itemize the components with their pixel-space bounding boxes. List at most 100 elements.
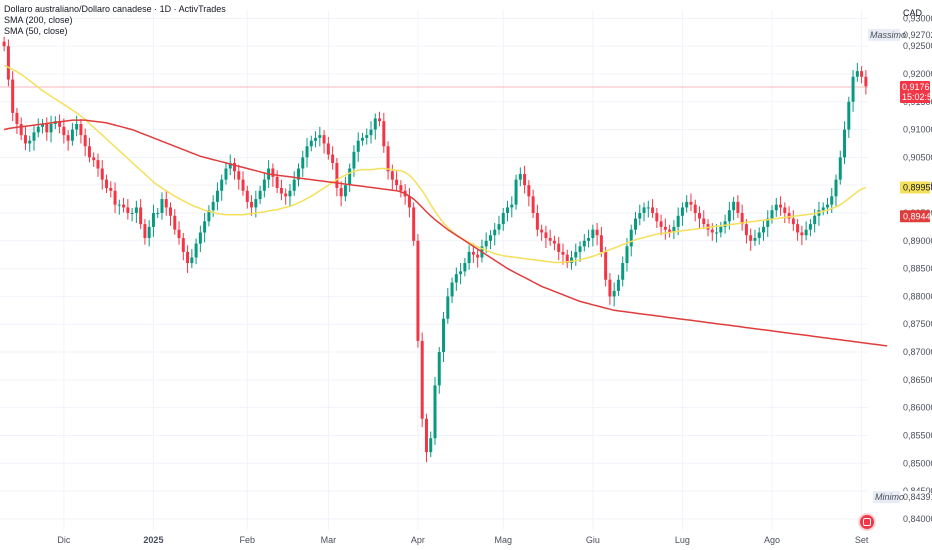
candle-body[interactable] bbox=[147, 226, 151, 239]
candle-body[interactable] bbox=[207, 210, 211, 222]
candle-body[interactable] bbox=[800, 232, 804, 236]
candle-body[interactable] bbox=[454, 274, 458, 283]
candle-body[interactable] bbox=[753, 238, 757, 241]
candle-body[interactable] bbox=[134, 207, 138, 213]
candle-body[interactable] bbox=[228, 162, 232, 169]
candle-body[interactable] bbox=[386, 146, 390, 172]
candle-body[interactable] bbox=[412, 207, 416, 241]
candle-body[interactable] bbox=[186, 251, 190, 264]
candle-body[interactable] bbox=[164, 199, 168, 208]
candle-body[interactable] bbox=[484, 240, 488, 247]
candle-body[interactable] bbox=[378, 118, 382, 122]
candle-body[interactable] bbox=[105, 179, 109, 188]
candle-body[interactable] bbox=[847, 101, 851, 130]
candle-body[interactable] bbox=[373, 118, 377, 130]
candle-body[interactable] bbox=[284, 193, 288, 197]
candle-body[interactable] bbox=[224, 168, 228, 180]
candle-body[interactable] bbox=[761, 226, 765, 233]
candle-body[interactable] bbox=[437, 352, 441, 386]
candle-body[interactable] bbox=[271, 168, 275, 177]
candle-body[interactable] bbox=[220, 179, 224, 191]
candle-body[interactable] bbox=[689, 201, 693, 205]
candle-body[interactable] bbox=[420, 340, 424, 419]
candle-body[interactable] bbox=[659, 221, 663, 227]
candle-body[interactable] bbox=[646, 207, 650, 209]
candle-body[interactable] bbox=[565, 254, 569, 264]
candle-body[interactable] bbox=[497, 224, 501, 230]
sma50-line[interactable] bbox=[3, 64, 867, 264]
candle-body[interactable] bbox=[339, 187, 343, 197]
candle-body[interactable] bbox=[424, 418, 428, 453]
candle-body[interactable] bbox=[215, 190, 219, 202]
candle-body[interactable] bbox=[544, 232, 548, 239]
candle-body[interactable] bbox=[2, 41, 6, 47]
candle-body[interactable] bbox=[335, 162, 339, 188]
candle-body[interactable] bbox=[279, 187, 283, 194]
candle-body[interactable] bbox=[117, 204, 121, 206]
candle-body[interactable] bbox=[591, 229, 595, 239]
candle-body[interactable] bbox=[552, 240, 556, 244]
candle-body[interactable] bbox=[143, 224, 147, 239]
candle-body[interactable] bbox=[651, 207, 655, 213]
candle-body[interactable] bbox=[493, 229, 497, 236]
candle-body[interactable] bbox=[527, 185, 531, 197]
candle-body[interactable] bbox=[301, 157, 305, 169]
candle-body[interactable] bbox=[365, 135, 369, 138]
candle-body[interactable] bbox=[510, 204, 514, 208]
candle-body[interactable] bbox=[262, 179, 266, 191]
candle-body[interactable] bbox=[676, 215, 680, 227]
candle-body[interactable] bbox=[203, 221, 207, 233]
candle-body[interactable] bbox=[258, 190, 262, 200]
candle-body[interactable] bbox=[672, 226, 676, 233]
candle-body[interactable] bbox=[181, 238, 185, 252]
candle-body[interactable] bbox=[459, 271, 463, 275]
candle-body[interactable] bbox=[36, 126, 40, 133]
candle-body[interactable] bbox=[608, 279, 612, 297]
candle-body[interactable] bbox=[779, 204, 783, 208]
candle-body[interactable] bbox=[446, 296, 450, 319]
sma200-legend[interactable]: SMA (200, close) bbox=[4, 15, 73, 25]
candle-body[interactable] bbox=[360, 137, 364, 141]
candle-body[interactable] bbox=[70, 129, 74, 141]
candle-body[interactable] bbox=[736, 201, 740, 213]
candle-body[interactable] bbox=[548, 238, 552, 241]
candle-body[interactable] bbox=[15, 112, 19, 125]
candle-body[interactable] bbox=[156, 212, 160, 214]
candle-body[interactable] bbox=[292, 179, 296, 191]
candle-body[interactable] bbox=[407, 196, 411, 208]
candle-body[interactable] bbox=[604, 251, 608, 280]
candle-body[interactable] bbox=[851, 76, 855, 102]
candle-body[interactable] bbox=[680, 207, 684, 216]
candle-body[interactable] bbox=[399, 185, 403, 191]
candle-body[interactable] bbox=[804, 229, 808, 236]
candle-body[interactable] bbox=[757, 232, 761, 239]
candle-body[interactable] bbox=[100, 168, 104, 180]
candle-body[interactable] bbox=[625, 246, 629, 264]
candle-body[interactable] bbox=[79, 124, 83, 136]
candle-body[interactable] bbox=[296, 168, 300, 180]
candle-body[interactable] bbox=[574, 251, 578, 258]
candle-body[interactable] bbox=[173, 215, 177, 230]
candle-body[interactable] bbox=[19, 124, 23, 136]
candle-body[interactable] bbox=[710, 229, 714, 233]
candle-body[interactable] bbox=[237, 171, 241, 180]
candle-body[interactable] bbox=[723, 221, 727, 227]
candle-body[interactable] bbox=[570, 257, 574, 264]
candle-body[interactable] bbox=[821, 207, 825, 211]
candle-body[interactable] bbox=[535, 212, 539, 230]
candle-body[interactable] bbox=[331, 154, 335, 163]
candle-body[interactable] bbox=[501, 212, 505, 225]
candle-body[interactable] bbox=[599, 235, 603, 252]
candle-body[interactable] bbox=[749, 235, 753, 241]
candle-body[interactable] bbox=[96, 160, 100, 169]
candle-body[interactable] bbox=[582, 240, 586, 247]
candle-body[interactable] bbox=[83, 135, 87, 147]
candle-body[interactable] bbox=[808, 224, 812, 230]
candle-body[interactable] bbox=[326, 143, 330, 155]
candle-body[interactable] bbox=[211, 201, 215, 211]
candle-body[interactable] bbox=[476, 254, 480, 258]
candle-body[interactable] bbox=[715, 232, 719, 234]
candle-body[interactable] bbox=[595, 229, 599, 236]
candle-body[interactable] bbox=[506, 207, 510, 213]
